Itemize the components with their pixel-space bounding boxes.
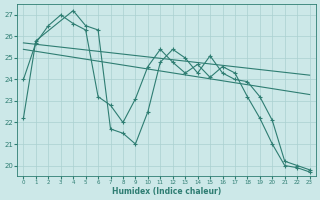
X-axis label: Humidex (Indice chaleur): Humidex (Indice chaleur): [112, 187, 221, 196]
